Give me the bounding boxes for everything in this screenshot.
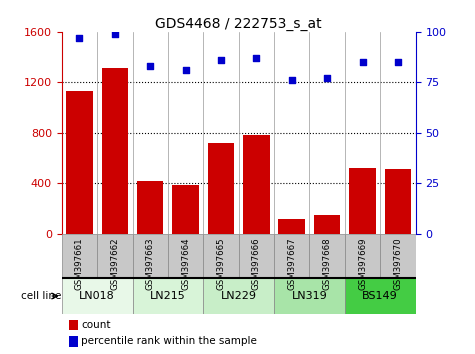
Text: percentile rank within the sample: percentile rank within the sample xyxy=(81,336,257,346)
Text: GSM397669: GSM397669 xyxy=(358,237,367,290)
Bar xyxy=(69,336,78,347)
Bar xyxy=(274,234,310,278)
Text: BS149: BS149 xyxy=(362,291,398,301)
Bar xyxy=(278,219,305,234)
Text: GSM397666: GSM397666 xyxy=(252,237,261,290)
Bar xyxy=(133,234,168,278)
Bar xyxy=(66,91,93,234)
Point xyxy=(323,75,331,81)
Point xyxy=(182,67,190,73)
Text: LN018: LN018 xyxy=(79,291,115,301)
Bar xyxy=(274,278,345,314)
Bar xyxy=(238,234,274,278)
Bar xyxy=(168,234,203,278)
Point xyxy=(359,59,366,65)
Text: GSM397667: GSM397667 xyxy=(287,237,296,290)
Point xyxy=(76,35,83,41)
Bar xyxy=(243,135,270,234)
Bar xyxy=(62,278,133,314)
Bar xyxy=(102,68,128,234)
Point xyxy=(111,31,119,37)
Title: GDS4468 / 222753_s_at: GDS4468 / 222753_s_at xyxy=(155,17,322,31)
Text: GSM397663: GSM397663 xyxy=(146,237,155,290)
Point xyxy=(288,78,295,83)
Bar xyxy=(310,234,345,278)
Bar xyxy=(203,278,274,314)
Point xyxy=(217,57,225,63)
Point xyxy=(146,63,154,69)
Bar xyxy=(345,278,416,314)
Text: GSM397670: GSM397670 xyxy=(393,237,402,290)
Bar xyxy=(203,234,238,278)
Bar xyxy=(62,234,97,278)
Bar xyxy=(345,234,380,278)
Text: LN215: LN215 xyxy=(150,291,186,301)
Point xyxy=(394,59,402,65)
Bar xyxy=(208,143,234,234)
Text: GSM397665: GSM397665 xyxy=(217,237,226,290)
Text: cell line: cell line xyxy=(21,291,62,301)
Text: GSM397662: GSM397662 xyxy=(110,237,119,290)
Bar xyxy=(97,234,133,278)
Bar xyxy=(133,278,203,314)
Bar xyxy=(314,215,341,234)
Bar xyxy=(69,320,78,331)
Bar xyxy=(349,168,376,234)
Bar xyxy=(172,185,199,234)
Bar xyxy=(380,234,416,278)
Point xyxy=(253,55,260,61)
Bar xyxy=(137,181,163,234)
Text: GSM397664: GSM397664 xyxy=(181,237,190,290)
Text: count: count xyxy=(81,320,111,330)
Text: GSM397661: GSM397661 xyxy=(75,237,84,290)
Text: LN229: LN229 xyxy=(221,291,256,301)
Bar xyxy=(385,169,411,234)
Text: LN319: LN319 xyxy=(292,291,327,301)
Text: GSM397668: GSM397668 xyxy=(323,237,332,290)
